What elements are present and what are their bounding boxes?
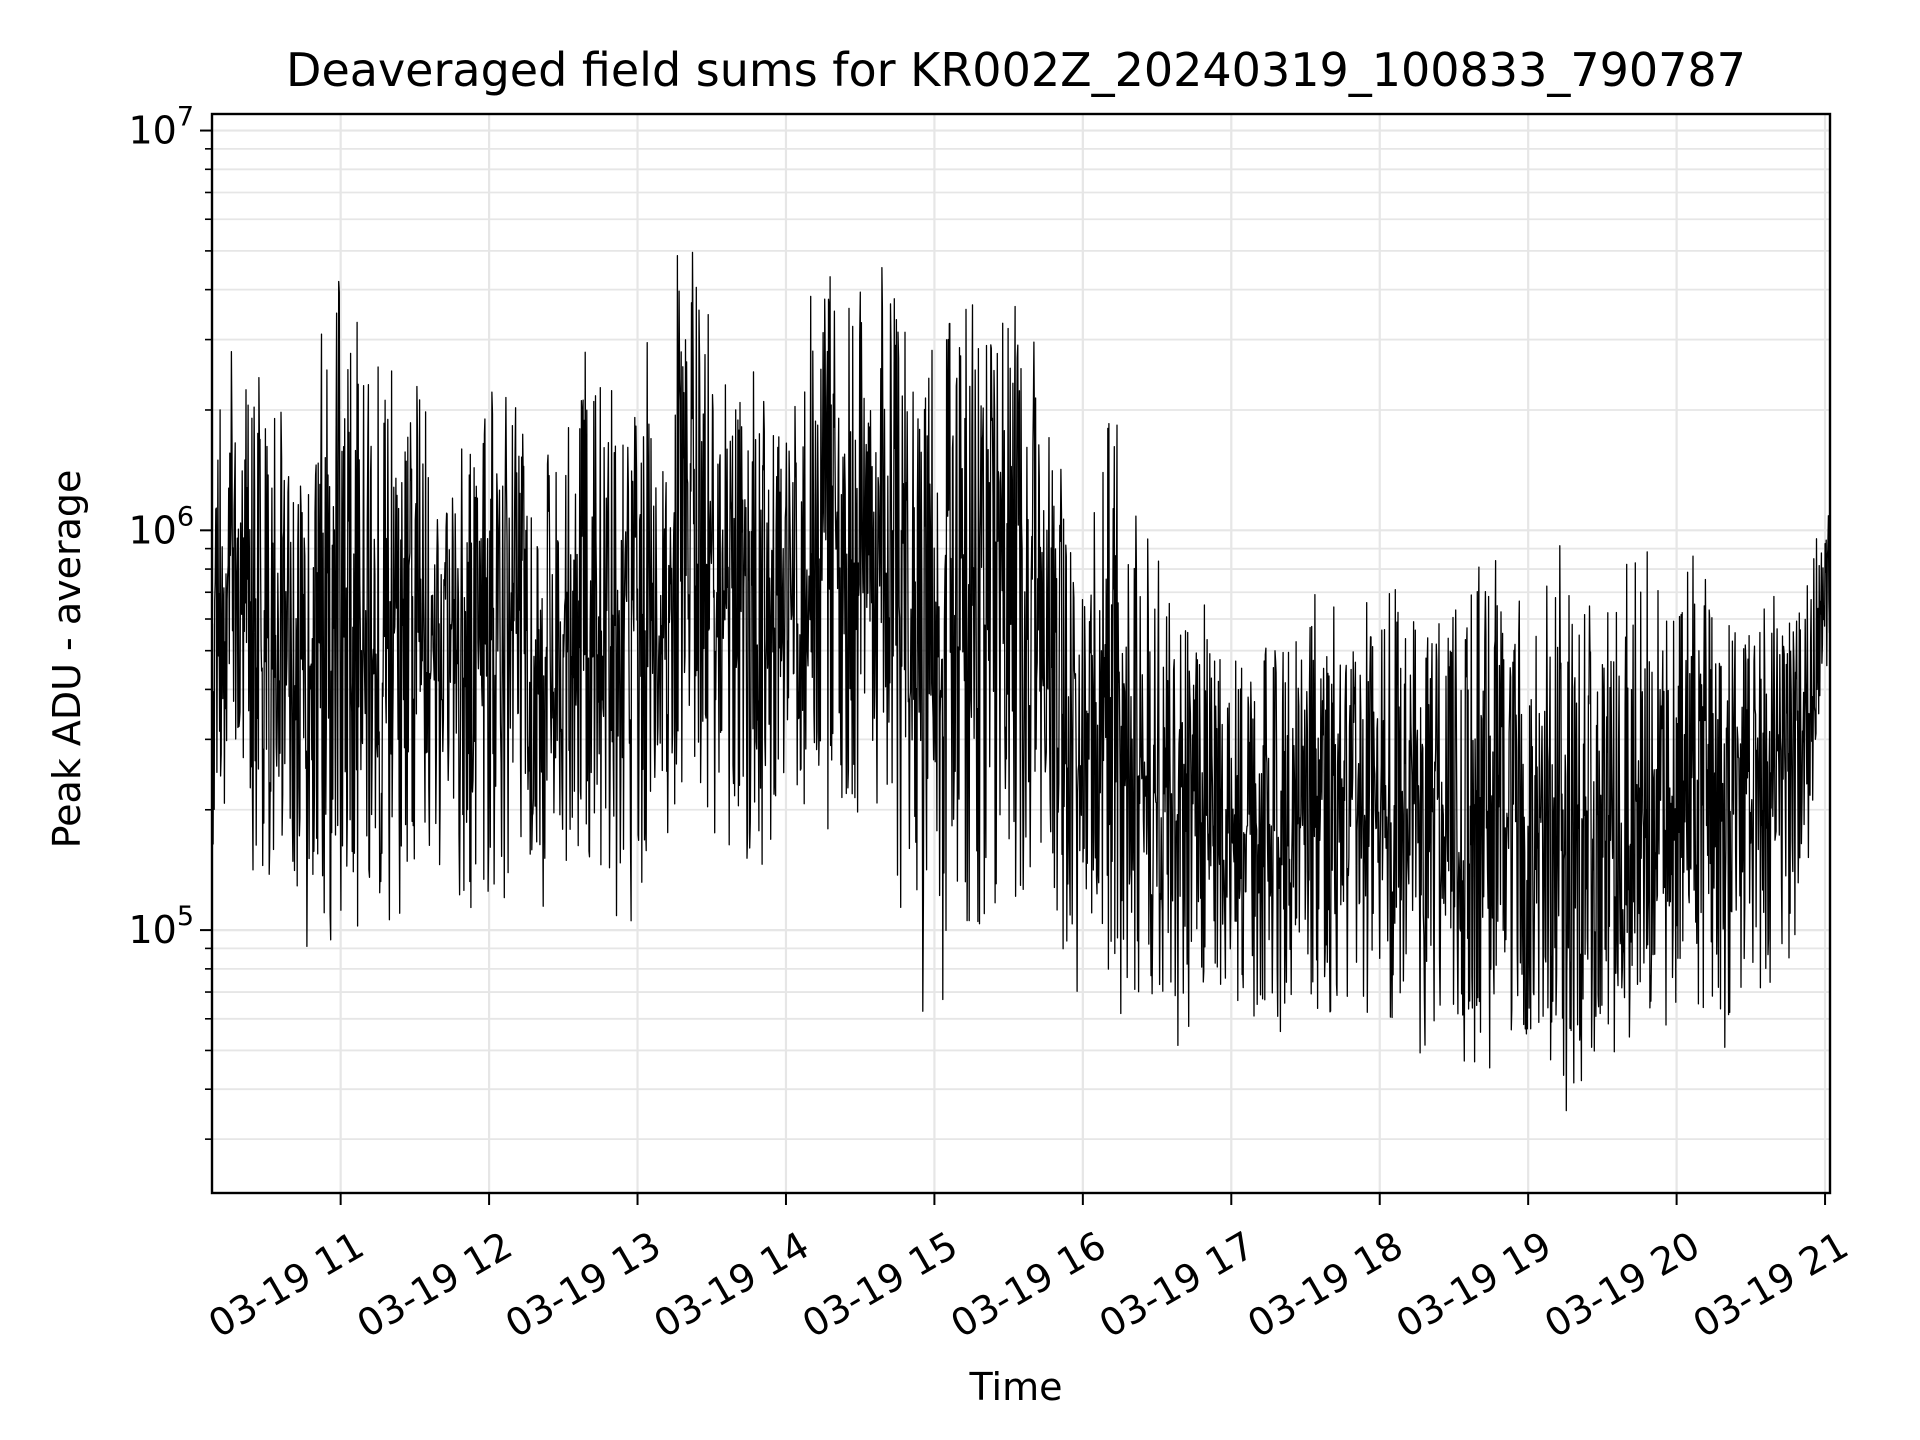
series-layer — [211, 251, 1831, 1112]
y-tick-label: 105 — [128, 901, 194, 952]
chart-title: Deaveraged field sums for KR002Z_2024031… — [286, 43, 1746, 97]
y-axis-label: Peak ADU - average — [45, 470, 89, 849]
plot-frame — [210, 112, 1832, 1195]
y-tick-label: 107 — [128, 102, 194, 153]
x-axis-label: Time — [969, 1365, 1063, 1409]
series-line — [211, 251, 1831, 1112]
y-tick-label: 106 — [128, 501, 194, 552]
